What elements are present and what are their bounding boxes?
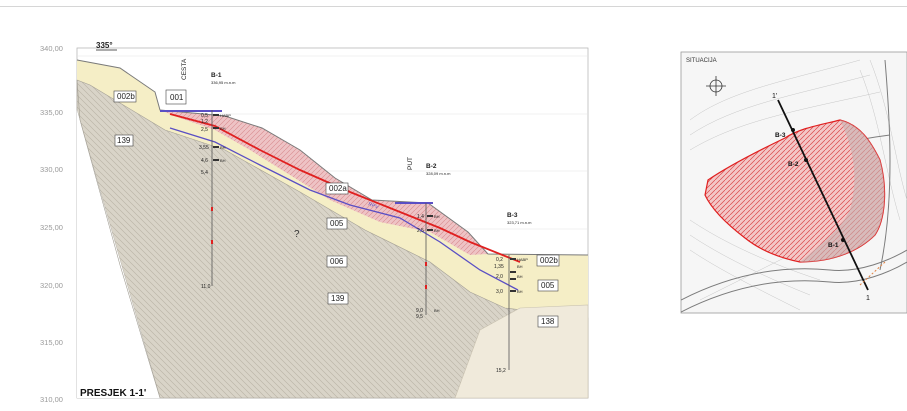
map-borehole-label: B-3 — [775, 132, 786, 139]
elevation-label: 325,00 — [40, 223, 63, 232]
borehole-code: BH — [517, 289, 523, 294]
map-borehole-label: B-1 — [828, 242, 839, 249]
borehole-code: BH — [517, 264, 523, 269]
section-title: PRESJEK 1-1' — [80, 388, 146, 399]
borehole-depth: 2,5 — [201, 127, 208, 133]
borehole-depth: 4,6 — [201, 158, 208, 164]
scarp-zone — [800, 120, 885, 262]
borehole-code: BH — [220, 145, 226, 150]
roads — [681, 59, 907, 313]
unit-label-001: 001 — [170, 93, 184, 102]
borehole-depth: 3,0 — [496, 289, 503, 295]
borehole-b1: B-1 336,95 m.n.m 0,5 1,2 2,5 3,55 4,6 5,… — [199, 72, 236, 290]
borehole-depth: 0,2 — [496, 257, 503, 263]
borehole-code: BH — [517, 274, 523, 279]
lens-138 — [454, 304, 589, 399]
borehole-code: BH — [220, 126, 226, 131]
borehole-depth: 2,5 — [417, 228, 424, 234]
road-label-put: PUT — [407, 157, 414, 170]
elevation-label: 340,00 — [40, 44, 63, 53]
borehole-depth: 5,4 — [201, 170, 208, 176]
borehole-code: BH — [434, 214, 440, 219]
borehole-code: HABP — [517, 257, 528, 262]
borehole-b3: B-3 323,71 m.n.m 0,2 1,35 2,0 3,0 15,2 H… — [494, 212, 532, 374]
borehole-depth: 0,5 — [201, 113, 208, 119]
borehole-code: HABP — [220, 113, 231, 118]
borehole-elevation: 336,95 m.n.m — [211, 80, 236, 85]
top-rule — [0, 6, 907, 7]
borehole-depth: 1,2 — [201, 119, 208, 125]
elevation-label: 335,00 — [40, 108, 63, 117]
contour-lines — [689, 59, 907, 311]
borehole-depth: 9,0 — [416, 308, 423, 314]
borehole-elevation: 323,71 m.n.m — [507, 220, 532, 225]
borehole-depth: 1,4 — [417, 214, 424, 220]
borehole-depth: 15,2 — [496, 368, 506, 374]
cross-section-diagram: 340,00 335,00 330,00 325,00 320,00 315,0… — [40, 41, 589, 404]
unit-label-005: 005 — [541, 281, 555, 290]
unit-label-002b: 002b — [117, 92, 135, 101]
borehole-code: BH — [434, 228, 440, 233]
map-borehole-label: B-2 — [788, 161, 799, 168]
landslide-outline — [704, 119, 886, 263]
rpv-line — [169, 127, 519, 291]
unknown-mark: ? — [294, 229, 300, 240]
elevation-label: 320,00 — [40, 281, 63, 290]
borehole-depth: 9,5 — [416, 314, 423, 320]
terrain-line — [76, 59, 589, 256]
slip-surface-line — [169, 113, 521, 263]
borehole-name: B-1 — [211, 72, 222, 79]
elevation-label: 330,00 — [40, 165, 63, 174]
unit-label-002a: 002a — [329, 184, 347, 193]
borehole-name: B-3 — [507, 212, 518, 219]
north-arrow-icon — [706, 76, 726, 96]
landslide-body — [160, 110, 488, 255]
situation-title: SITUACIJA — [686, 58, 717, 64]
borehole-elevation: 328,09 m.n.m — [426, 171, 451, 176]
section-line-start: 1' — [772, 93, 777, 100]
elevation-labels: 340,00 335,00 330,00 325,00 320,00 315,0… — [40, 44, 63, 404]
borehole-name: B-2 — [426, 163, 437, 170]
unit-label-139: 139 — [331, 294, 345, 303]
elevation-label: 315,00 — [40, 338, 63, 347]
borehole-lines — [211, 110, 510, 370]
section-line-end: 1 — [866, 295, 870, 302]
unit-label-002b: 002b — [540, 256, 558, 265]
section-line — [777, 99, 869, 291]
azimuth-label: 335° — [96, 41, 113, 50]
borehole-depth: 1,35 — [494, 264, 504, 270]
unit-label-139: 139 — [117, 136, 131, 145]
borehole-marks — [211, 207, 427, 289]
borehole-depth: 11,0 — [201, 284, 211, 290]
elevation-label: 310,00 — [40, 395, 63, 404]
borehole-depth: 2,0 — [496, 274, 503, 280]
unit-label-005: 005 — [330, 219, 344, 228]
rpv-label: RPV — [367, 201, 379, 211]
borehole-b2: B-2 328,09 m.n.m 1,4 2,5 9,0 9,5 BH BH B… — [416, 163, 451, 320]
borehole-code: BH — [434, 308, 440, 313]
unit-label-006: 006 — [330, 257, 344, 266]
borehole-depth: 3,55 — [199, 145, 209, 151]
road-label-cesta: CESTA — [181, 58, 188, 80]
unit-label-138: 138 — [541, 317, 555, 326]
borehole-code: BH — [220, 158, 226, 163]
